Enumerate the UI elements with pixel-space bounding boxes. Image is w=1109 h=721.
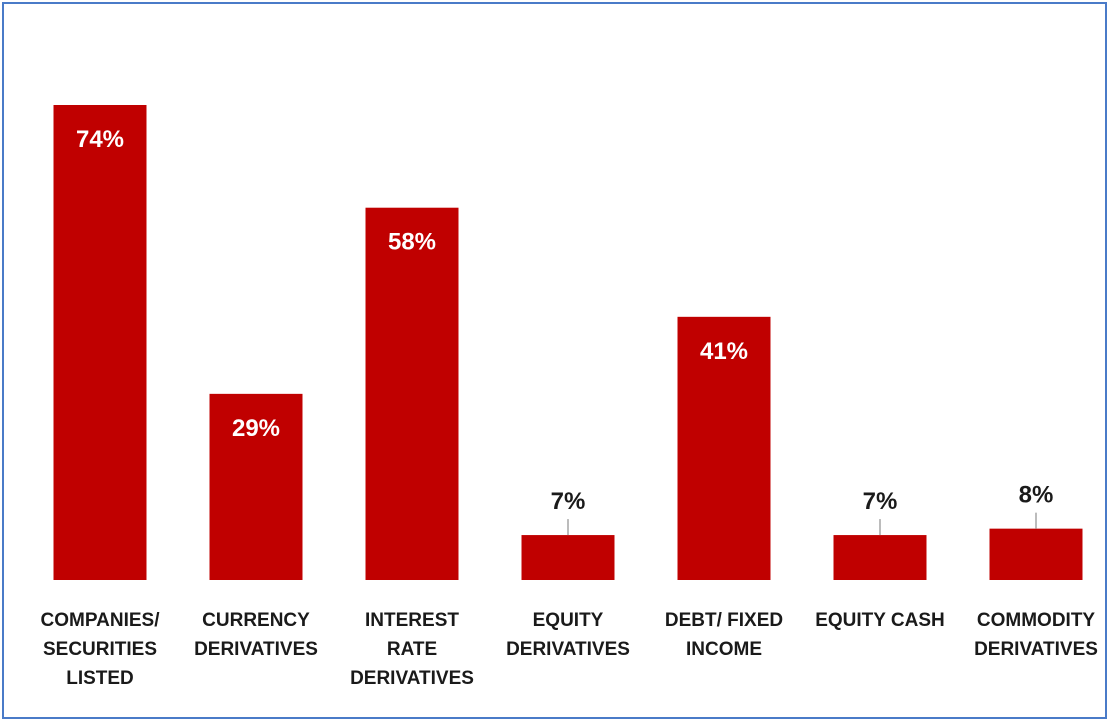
bar-0 — [53, 105, 147, 580]
data-label-2: 58% — [388, 229, 436, 256]
data-label-6: 8% — [1019, 482, 1054, 509]
bar-4 — [677, 316, 771, 580]
category-label-4: DEBT/ FIXED INCOME — [665, 610, 783, 660]
category-label-0: COMPANIES/SECURITIES LISTED — [41, 610, 161, 689]
data-label-5: 7% — [863, 488, 898, 515]
bar-5 — [833, 535, 927, 580]
category-label-5: EQUITY CASH — [815, 610, 945, 631]
bar-1 — [209, 393, 303, 580]
category-label-1: CURRENCY DERIVATIVES — [194, 610, 318, 660]
bar-6 — [989, 528, 1083, 580]
data-label-4: 41% — [700, 338, 748, 365]
category-label-6: COMMODITY DERIVATIVES — [974, 610, 1098, 660]
data-label-3: 7% — [551, 488, 586, 515]
bar-3 — [521, 535, 615, 580]
category-label-3: EQUITY DERIVATIVES — [506, 610, 630, 660]
category-label-2: INTEREST RATE DERIVATIVES — [350, 610, 474, 689]
bar-2 — [365, 207, 459, 580]
data-label-1: 29% — [232, 415, 280, 442]
data-label-0: 74% — [76, 126, 124, 153]
